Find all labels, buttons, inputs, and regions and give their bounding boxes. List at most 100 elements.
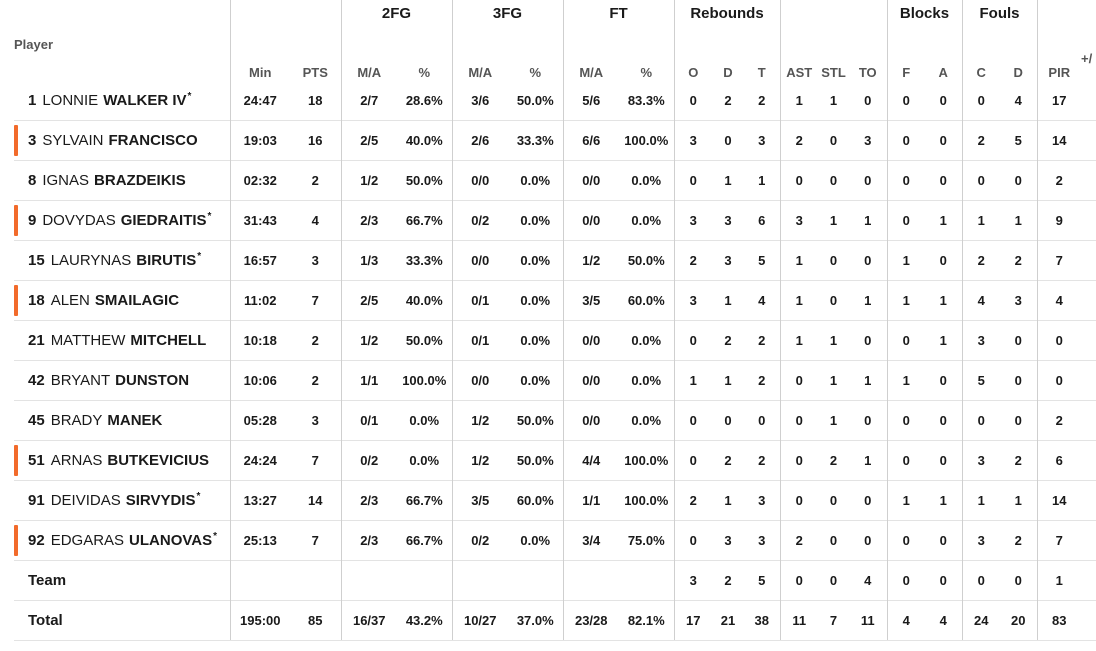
stat-foul-d: 1 [1000, 200, 1037, 241]
col-ast[interactable]: AST [779, 27, 818, 81]
stat-to: 4 [849, 560, 887, 601]
stat-ft-ma: 0/0 [562, 360, 619, 401]
col-stl[interactable]: STL [821, 65, 846, 80]
stat-fg3-pct: 50.0% [508, 400, 563, 441]
player-cell[interactable]: 9 DOVYDAS GIEDRAITIS * [14, 200, 230, 241]
stat-foul-d: 1 [1000, 480, 1037, 521]
stat-blk-f: 1 [886, 480, 925, 521]
stat-pir: 1 [1036, 560, 1081, 601]
stat-ast: 1 [779, 81, 818, 121]
stat-min: 25:13 [229, 520, 290, 561]
group-pir-spacer [1036, 0, 1096, 27]
stat-min: 24:24 [229, 440, 290, 481]
player-cell[interactable]: 18 ALEN SMAILAGIC [14, 280, 230, 321]
stat-blk-f: 0 [886, 320, 925, 361]
stat-fg2-ma: 16/37 [340, 600, 397, 641]
group-rebounds: Rebounds [673, 0, 780, 27]
player-cell[interactable]: 51 ARNAS BUTKEVICIUS [14, 440, 230, 481]
table-row: 45 BRADY MANEK 05:28 3 0/1 0.0% 1/2 50.0% 0/0 0.0%… [14, 400, 1096, 441]
stat-reb-d: 2 [712, 560, 744, 601]
stat-to: 0 [849, 320, 887, 361]
stat-ft-pct: 0.0% [619, 400, 674, 441]
stat-reb-d: 1 [712, 360, 744, 401]
stat-pir: 14 [1036, 480, 1081, 521]
player-last-name: MITCHELL [130, 332, 207, 349]
col-reb-o[interactable]: O [673, 27, 712, 81]
stat-ast: 0 [779, 160, 818, 201]
col-2fg-ma[interactable]: M/A [340, 27, 397, 81]
stat-min: 10:06 [229, 360, 290, 401]
player-cell[interactable]: 42 BRYANT DUNSTON [14, 360, 230, 401]
stat-fg2-ma: 2/5 [340, 280, 397, 321]
player-cell[interactable]: 91 DEIVIDAS SIRVYDIS * [14, 480, 230, 521]
col-plus-minus[interactable]: +/ [1081, 51, 1093, 66]
player-cell[interactable]: 3 SYLVAIN FRANCISCO [14, 120, 230, 161]
stat-fg2-ma: 2/5 [340, 120, 397, 161]
stat-min: 02:32 [229, 160, 290, 201]
stat-reb-t: 38 [744, 600, 780, 641]
stat-fg3-ma: 0/2 [451, 520, 508, 561]
stat-plus-minus [1081, 520, 1096, 561]
stat-reb-d: 0 [712, 400, 744, 441]
col-ft-ma[interactable]: M/A [562, 27, 619, 81]
stat-stl: 0 [818, 280, 849, 321]
stat-reb-d: 1 [712, 480, 744, 521]
player-column-header[interactable]: Player [14, 37, 54, 52]
stat-blk-f: 1 [886, 240, 925, 281]
col-blk-a[interactable]: A [938, 65, 948, 80]
col-3fg-pct[interactable]: % [529, 65, 542, 80]
player-cell[interactable]: 8 IGNAS BRAZDEIKIS [14, 160, 230, 201]
stat-foul-c: 0 [961, 400, 1000, 441]
col-pir[interactable]: PIR [1036, 27, 1081, 81]
player-last-name: MANEK [107, 412, 163, 429]
player-cell[interactable]: 21 MATTHEW MITCHELL [14, 320, 230, 361]
player-cell[interactable]: 15 LAURYNAS BIRUTIS * [14, 240, 230, 281]
player-cell[interactable]: 1 LONNIE WALKER IV * [14, 81, 230, 121]
stat-fg3-ma: 0/1 [451, 320, 508, 361]
player-first-name: SYLVAIN [42, 132, 104, 149]
stat-blk-a: 0 [925, 520, 962, 561]
stat-fg3-pct: 37.0% [508, 600, 563, 641]
stat-fg2-pct: 40.0% [397, 120, 452, 161]
stat-foul-d: 20 [1000, 600, 1037, 641]
stat-blk-f: 1 [886, 280, 925, 321]
stat-ft-ma: 4/4 [562, 440, 619, 481]
stat-plus-minus [1081, 280, 1096, 321]
stat-ast: 2 [779, 120, 818, 161]
player-number: 42 [28, 372, 45, 389]
stat-pts: 7 [290, 440, 341, 481]
stat-reb-o: 3 [673, 200, 712, 241]
stat-ft-pct: 83.3% [627, 93, 665, 108]
stat-to: 0 [849, 480, 887, 521]
stat-ast: 1 [779, 240, 818, 281]
group-misc-spacer [779, 0, 887, 27]
col-reb-t[interactable]: T [757, 65, 766, 80]
stat-foul-d: 2 [1000, 520, 1037, 561]
col-ft-pct[interactable]: % [640, 65, 653, 80]
col-foul-c[interactable]: C [961, 27, 1000, 81]
stat-fg3-ma: 0/2 [451, 200, 508, 241]
stat-fg2-ma: 2/7 [340, 81, 397, 121]
stat-ast: 0 [779, 400, 818, 441]
stat-plus-minus [1081, 440, 1096, 481]
col-3fg-ma[interactable]: M/A [451, 27, 508, 81]
col-reb-d[interactable]: D [723, 65, 733, 80]
col-blk-f[interactable]: F [886, 27, 925, 81]
stat-ft-pct: 100.0% [619, 120, 674, 161]
col-foul-d[interactable]: D [1013, 65, 1023, 80]
stat-blk-a: 1 [925, 200, 962, 241]
stat-plus-minus [1081, 240, 1096, 281]
col-pts[interactable]: PTS [302, 65, 328, 80]
player-cell[interactable]: 92 EDGARAS ULANOVAS * [14, 520, 230, 561]
stat-reb-d: 21 [712, 600, 744, 641]
stat-ast: 0 [779, 440, 818, 481]
stat-ft-ma: 5/6 [562, 81, 619, 121]
col-to[interactable]: TO [858, 65, 877, 80]
stat-fg2-ma: 1/3 [340, 240, 397, 281]
col-2fg-pct[interactable]: % [418, 65, 431, 80]
player-number: 1 [28, 92, 37, 109]
stat-reb-o: 17 [673, 600, 712, 641]
stat-foul-d: 0 [1000, 320, 1037, 361]
player-cell[interactable]: 45 BRADY MANEK [14, 400, 230, 441]
col-min[interactable]: Min [229, 27, 290, 81]
